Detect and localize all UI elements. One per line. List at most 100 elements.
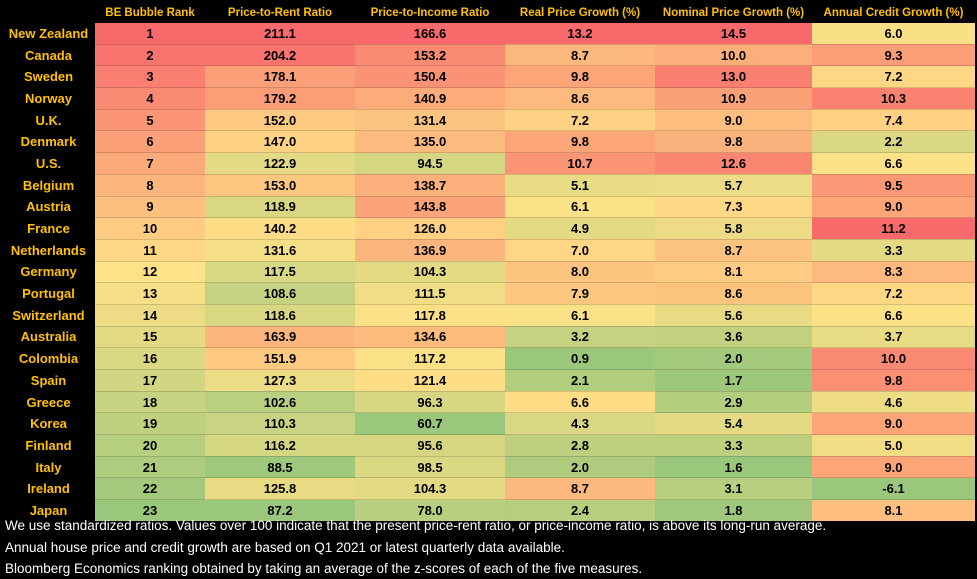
table-cell: 8.0 (505, 261, 655, 284)
country-name: New Zealand (2, 23, 95, 45)
table-cell: 8.6 (505, 87, 655, 110)
table-cell: 102.6 (205, 391, 355, 414)
table-cell: 7.2 (812, 282, 975, 305)
table-cell: 150.4 (355, 65, 505, 89)
country-name: Switzerland (2, 304, 95, 327)
country-name: Belgium (2, 174, 95, 197)
table-cell: 10.3 (812, 87, 975, 110)
table-cell: 9.3 (812, 44, 975, 67)
table-cell: 9.8 (812, 369, 975, 392)
table-cell: 19 (95, 412, 205, 436)
table-cell: 7.0 (505, 239, 655, 262)
table-cell: 10.7 (505, 152, 655, 175)
table-cell: 111.5 (355, 282, 505, 305)
table-cell: 9.8 (505, 65, 655, 89)
table-cell: 6.6 (812, 152, 975, 175)
table-row: Sweden 3 178.1 150.4 9.8 13.0 7.2 (2, 65, 975, 89)
country-name: U.K. (2, 109, 95, 132)
table-cell: 95.6 (355, 434, 505, 457)
table-cell: 5.7 (655, 174, 812, 197)
table-row: Australia 15 163.9 134.6 3.2 3.6 3.7 (2, 326, 975, 349)
table-cell: 3.3 (655, 434, 812, 457)
table-cell: 3.3 (812, 239, 975, 262)
table-cell: 143.8 (355, 196, 505, 219)
table-cell: 117.5 (205, 261, 355, 284)
heatmap-table: BE Bubble Rank Price-to-Rent Ratio Price-t… (2, 3, 975, 522)
table-cell: 6.1 (505, 304, 655, 327)
table-cell: 5.8 (655, 217, 812, 240)
table-row: U.S. 7 122.9 94.5 10.7 12.6 6.6 (2, 152, 975, 175)
table-cell: 23 (95, 499, 205, 522)
table-cell: 179.2 (205, 87, 355, 110)
table-cell: 211.1 (205, 23, 355, 45)
table-cell: 5 (95, 109, 205, 132)
table-cell: 16 (95, 347, 205, 370)
table-cell: 9.8 (655, 130, 812, 154)
table-cell: 10.9 (655, 87, 812, 110)
table-cell: 20 (95, 434, 205, 457)
notes: We use standardized ratios. Values over … (5, 515, 826, 579)
table-cell: 131.6 (205, 239, 355, 262)
table-cell: 125.8 (205, 477, 355, 501)
table-cell: 8.7 (505, 477, 655, 501)
table-cell: 2.2 (812, 130, 975, 154)
table-cell: 108.6 (205, 282, 355, 305)
table-cell: 9.0 (655, 109, 812, 132)
table-cell: 153.2 (355, 44, 505, 67)
table-cell: 6.6 (812, 304, 975, 327)
table-cell: 78.0 (355, 499, 505, 522)
table-cell: 98.5 (355, 456, 505, 479)
table-row: Norway 4 179.2 140.9 8.6 10.9 10.3 (2, 87, 975, 110)
table-cell: 140.9 (355, 87, 505, 110)
table-cell: 18 (95, 391, 205, 414)
table-cell: 110.3 (205, 412, 355, 436)
country-name: Japan (2, 499, 95, 522)
table-row: Italy 21 88.5 98.5 2.0 1.6 9.0 (2, 456, 975, 479)
table-cell: 118.6 (205, 304, 355, 327)
table-cell: 178.1 (205, 65, 355, 89)
table-cell: 15 (95, 326, 205, 349)
table-row: Canada 2 204.2 153.2 8.7 10.0 9.3 (2, 44, 975, 67)
table-row: Korea 19 110.3 60.7 4.3 5.4 9.0 (2, 412, 975, 436)
table-cell: 1.8 (655, 499, 812, 522)
table-cell: 22 (95, 477, 205, 501)
note-line: Annual house price and credit growth are… (5, 539, 565, 555)
table-cell: 5.6 (655, 304, 812, 327)
table-cell: 135.0 (355, 130, 505, 154)
table-cell: 136.9 (355, 239, 505, 262)
table-cell: 10.0 (812, 347, 975, 370)
table-cell: 117.8 (355, 304, 505, 327)
table-cell: 138.7 (355, 174, 505, 197)
table-cell: 104.3 (355, 261, 505, 284)
table-cell: 14.5 (655, 23, 812, 45)
table-cell: 118.9 (205, 196, 355, 219)
table-row: Colombia 16 151.9 117.2 0.9 2.0 10.0 (2, 347, 975, 370)
table-cell: 96.3 (355, 391, 505, 414)
header-row: BE Bubble Rank Price-to-Rent Ratio Price-t… (2, 3, 975, 23)
table-cell: 9.0 (812, 456, 975, 479)
table-cell: 2.8 (505, 434, 655, 457)
table-cell: 4.3 (505, 412, 655, 436)
country-name: Korea (2, 412, 95, 436)
table-cell: 7 (95, 152, 205, 175)
table-cell: 8.7 (505, 44, 655, 67)
table-cell: 10.0 (655, 44, 812, 67)
country-name: U.S. (2, 152, 95, 175)
table-cell: 11 (95, 239, 205, 262)
table-row: Japan 23 87.2 78.0 2.4 1.8 8.1 (2, 499, 975, 522)
table-cell: 60.7 (355, 412, 505, 436)
country-name: Spain (2, 369, 95, 392)
table-cell: 151.9 (205, 347, 355, 370)
table-cell: 153.0 (205, 174, 355, 197)
column-header: Nominal Price Growth (%) (662, 7, 805, 19)
table-cell: 122.9 (205, 152, 355, 175)
table-cell: 2.0 (505, 456, 655, 479)
table-cell: 117.2 (355, 347, 505, 370)
table-cell: 4.6 (812, 391, 975, 414)
table-cell: 8.1 (655, 261, 812, 284)
table-cell: 14 (95, 304, 205, 327)
country-name: France (2, 217, 95, 240)
table-cell: 9 (95, 196, 205, 219)
table-cell: 104.3 (355, 477, 505, 501)
